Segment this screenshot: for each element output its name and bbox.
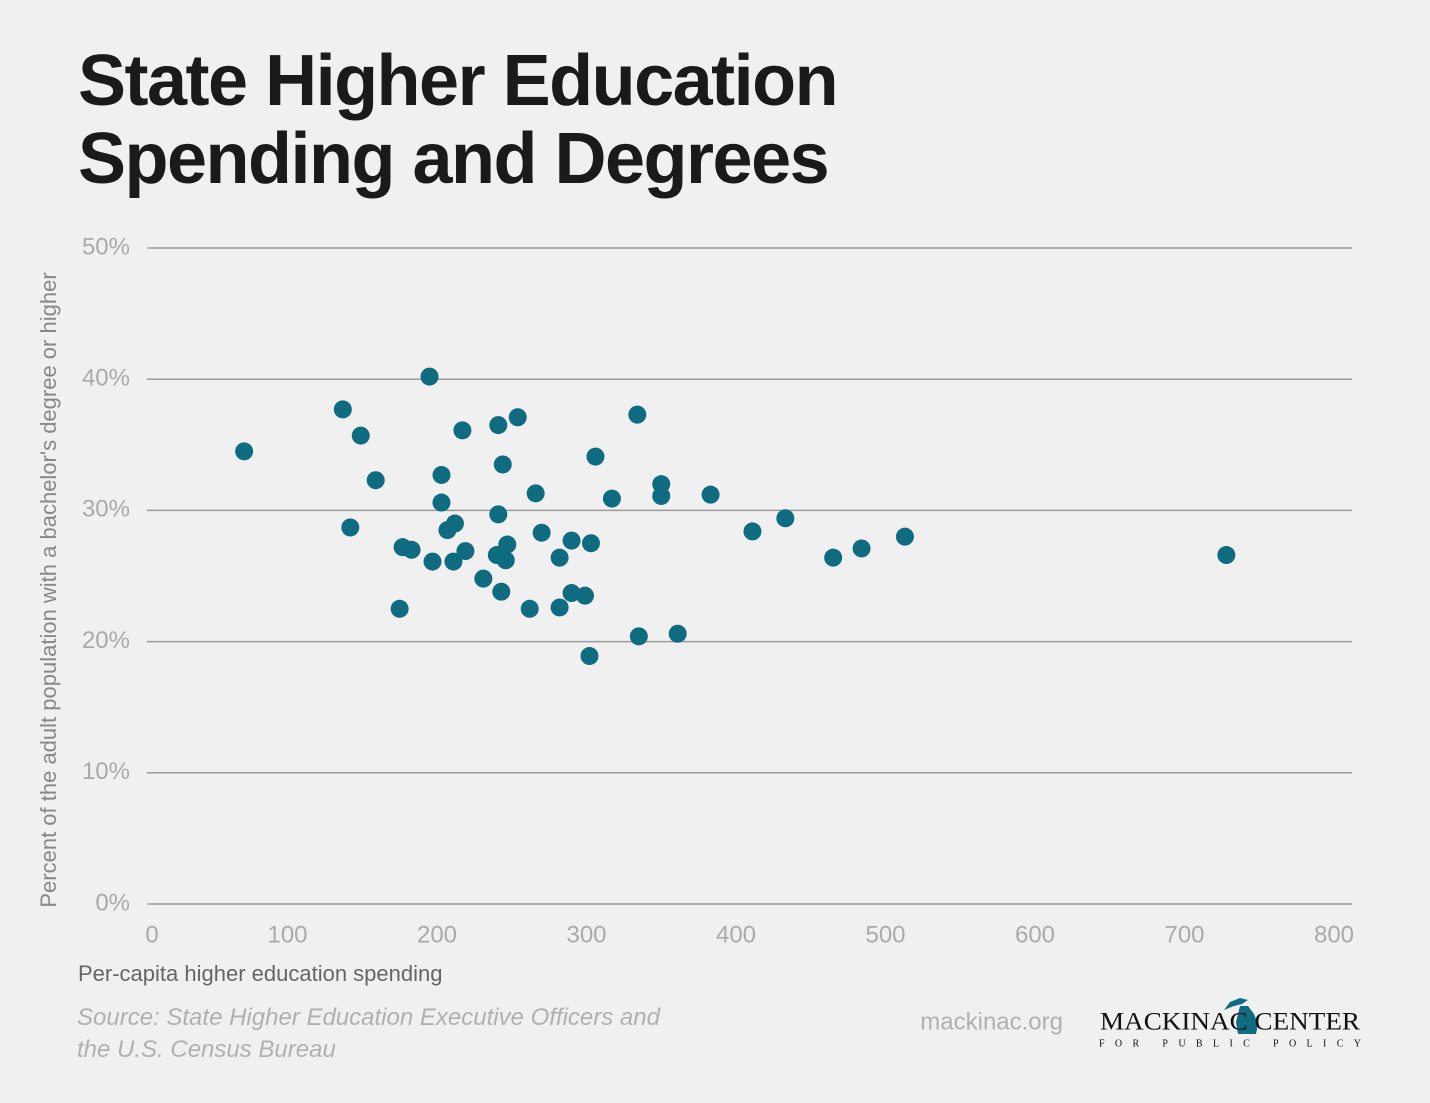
point	[701, 485, 720, 504]
point	[420, 367, 439, 386]
point	[453, 421, 472, 440]
point	[432, 465, 451, 484]
point	[432, 493, 451, 512]
y-tick-label: 50%	[82, 233, 130, 260]
y-tick-label: 0%	[95, 889, 130, 916]
point	[496, 551, 515, 570]
x-tick-label: 200	[417, 921, 457, 948]
x-tick-label: 800	[1314, 921, 1354, 948]
point	[602, 489, 621, 508]
point	[550, 548, 569, 567]
x-tick-label: 600	[1015, 921, 1055, 948]
point	[562, 584, 581, 603]
point	[474, 569, 493, 588]
x-tick-label: 0	[145, 921, 158, 948]
point	[235, 442, 254, 461]
point	[581, 534, 600, 553]
point	[1217, 546, 1236, 565]
point	[852, 539, 871, 558]
point	[629, 627, 648, 646]
point	[493, 455, 512, 474]
y-axis-title: Percent of the adult population with a b…	[36, 272, 61, 907]
point	[824, 548, 843, 567]
point	[333, 400, 352, 419]
x-tick-label: 300	[566, 921, 606, 948]
point	[580, 647, 599, 666]
point	[628, 405, 647, 424]
point	[492, 582, 511, 601]
x-tick-label: 100	[267, 921, 307, 948]
point	[586, 447, 605, 466]
point	[526, 484, 545, 503]
point	[498, 535, 517, 554]
point	[743, 522, 762, 541]
point	[366, 471, 385, 490]
point	[562, 531, 581, 550]
point	[508, 408, 527, 427]
x-axis-title: Per-capita higher education spending	[78, 961, 442, 986]
point	[520, 599, 539, 618]
point	[423, 552, 442, 571]
point	[776, 509, 795, 528]
website: mackinac.org	[920, 1008, 1063, 1035]
point	[351, 426, 370, 445]
point	[341, 518, 360, 537]
point	[456, 542, 475, 561]
y-tick-label: 10%	[82, 758, 130, 785]
point	[668, 624, 687, 643]
y-tick-label: 40%	[82, 365, 130, 392]
point	[489, 505, 508, 524]
point	[532, 523, 551, 542]
point	[652, 486, 671, 505]
source-note: Source: State Higher Education Executive…	[77, 1004, 660, 1063]
point	[444, 552, 463, 571]
point	[489, 416, 508, 435]
point	[895, 527, 914, 546]
point	[445, 514, 464, 533]
point	[550, 598, 569, 617]
x-tick-label: 400	[716, 921, 756, 948]
x-tick-label: 500	[865, 921, 905, 948]
logo-tagline: FOR PUBLIC POLICY	[1099, 1038, 1361, 1049]
point	[576, 586, 595, 605]
logo-name: MACKINAC CENTER	[1100, 1009, 1360, 1036]
point	[390, 599, 409, 618]
y-tick-label: 30%	[82, 496, 130, 523]
x-tick-label: 700	[1164, 921, 1204, 948]
logo-icon	[1224, 998, 1258, 1034]
point	[402, 540, 421, 559]
chart-title: State Higher Education Spending and Degr…	[78, 41, 839, 199]
y-tick-label: 20%	[82, 627, 130, 654]
